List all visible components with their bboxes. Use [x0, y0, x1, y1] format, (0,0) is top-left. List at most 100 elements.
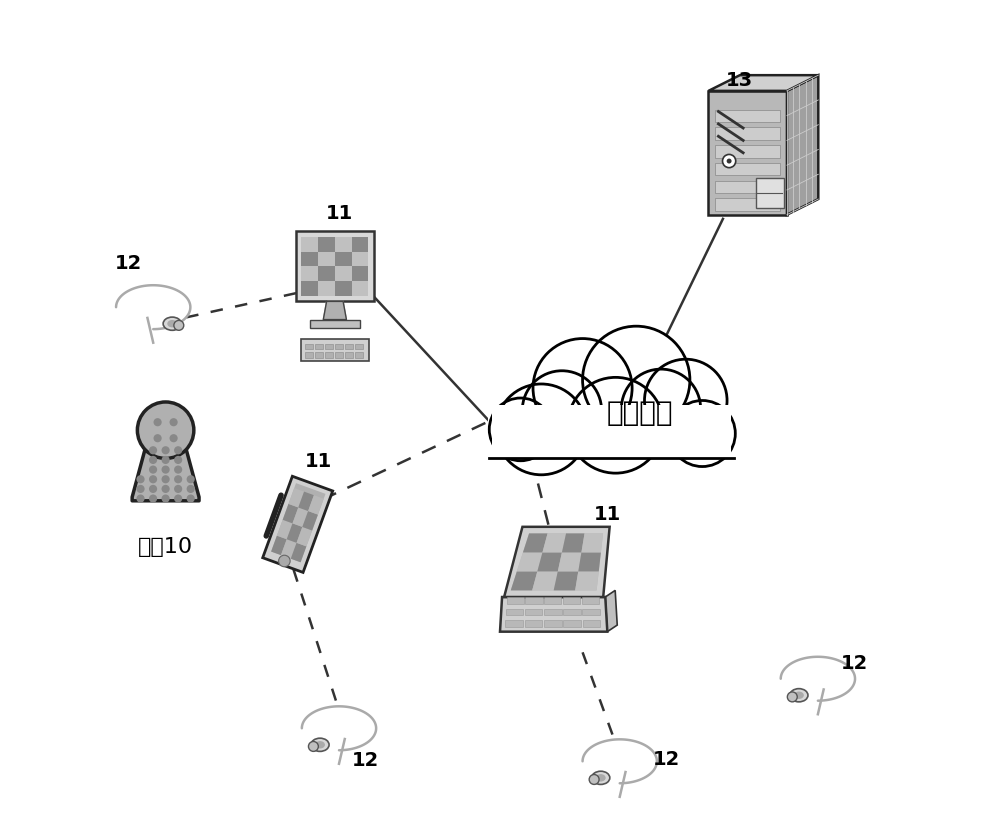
Circle shape — [522, 371, 602, 450]
Circle shape — [149, 495, 157, 503]
Polygon shape — [283, 504, 298, 524]
Polygon shape — [511, 534, 603, 590]
Circle shape — [170, 418, 178, 426]
Polygon shape — [288, 488, 304, 507]
Circle shape — [187, 485, 195, 493]
Polygon shape — [575, 571, 599, 590]
Circle shape — [187, 495, 195, 503]
Circle shape — [174, 485, 182, 493]
Polygon shape — [581, 534, 603, 552]
Bar — [318, 266, 335, 281]
Polygon shape — [562, 534, 585, 552]
Bar — [715, 110, 780, 122]
Ellipse shape — [790, 689, 808, 702]
Bar — [296, 231, 374, 301]
Polygon shape — [523, 534, 548, 552]
Circle shape — [727, 158, 732, 163]
Circle shape — [162, 465, 170, 474]
Bar — [492, 404, 731, 459]
Bar — [563, 609, 581, 615]
Circle shape — [279, 555, 290, 567]
Bar — [352, 266, 368, 281]
Bar — [544, 597, 561, 604]
Text: 12: 12 — [653, 750, 680, 769]
Ellipse shape — [592, 771, 610, 785]
Bar — [583, 620, 600, 626]
Text: 12: 12 — [351, 751, 379, 771]
Bar — [335, 281, 352, 295]
Polygon shape — [542, 534, 566, 552]
Text: 11: 11 — [594, 505, 621, 525]
Circle shape — [174, 456, 182, 464]
Polygon shape — [708, 91, 787, 214]
Text: 11: 11 — [325, 204, 353, 223]
Circle shape — [136, 485, 145, 493]
Polygon shape — [277, 520, 293, 540]
Ellipse shape — [315, 741, 325, 748]
Bar — [335, 352, 343, 358]
Polygon shape — [308, 495, 324, 515]
Bar — [488, 404, 735, 462]
Polygon shape — [263, 476, 333, 572]
Circle shape — [589, 775, 599, 785]
Circle shape — [308, 741, 318, 751]
Circle shape — [496, 384, 587, 475]
Circle shape — [583, 326, 690, 434]
Circle shape — [162, 475, 170, 484]
Bar — [544, 620, 562, 626]
Polygon shape — [578, 552, 601, 571]
Text: 11: 11 — [305, 452, 332, 470]
Circle shape — [149, 485, 157, 493]
Bar — [352, 252, 368, 266]
Bar — [507, 597, 524, 604]
Ellipse shape — [311, 738, 329, 751]
Bar — [715, 145, 780, 158]
Polygon shape — [558, 552, 581, 571]
Bar — [335, 344, 343, 349]
Circle shape — [174, 465, 182, 474]
Bar — [506, 609, 523, 615]
Polygon shape — [293, 507, 308, 527]
Bar — [305, 352, 313, 358]
Bar — [582, 609, 600, 615]
Bar — [318, 252, 335, 266]
Text: 用户10: 用户10 — [138, 537, 193, 557]
Polygon shape — [511, 571, 537, 590]
Polygon shape — [532, 571, 558, 590]
Circle shape — [489, 398, 552, 460]
Bar — [525, 597, 543, 604]
Bar — [525, 620, 542, 626]
Text: 12: 12 — [841, 654, 868, 673]
Polygon shape — [132, 449, 199, 500]
Polygon shape — [287, 524, 302, 543]
Circle shape — [149, 456, 157, 464]
Polygon shape — [537, 552, 562, 571]
Bar — [318, 281, 335, 295]
Bar — [563, 620, 581, 626]
Bar — [563, 597, 580, 604]
Bar — [315, 352, 323, 358]
Polygon shape — [756, 178, 784, 208]
Polygon shape — [271, 535, 287, 555]
Bar — [301, 281, 318, 295]
Ellipse shape — [596, 774, 606, 781]
Circle shape — [644, 359, 727, 442]
Bar — [715, 198, 780, 210]
Circle shape — [174, 320, 184, 330]
Polygon shape — [297, 527, 312, 546]
Circle shape — [568, 377, 663, 473]
Bar — [355, 344, 363, 349]
Bar — [301, 266, 318, 281]
Bar — [352, 237, 368, 252]
Bar — [301, 237, 368, 295]
Bar — [352, 281, 368, 295]
Polygon shape — [787, 75, 818, 214]
Polygon shape — [554, 571, 578, 590]
Bar — [345, 344, 353, 349]
Polygon shape — [708, 75, 818, 91]
Bar — [715, 163, 780, 175]
Bar — [301, 237, 318, 252]
Circle shape — [170, 435, 178, 442]
Polygon shape — [504, 527, 610, 597]
Circle shape — [136, 475, 145, 484]
